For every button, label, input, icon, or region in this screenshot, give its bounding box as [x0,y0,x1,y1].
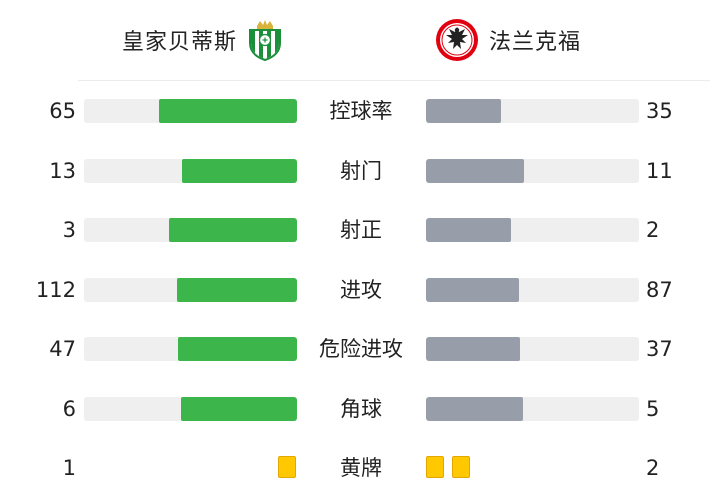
yellow-card-icon [452,456,470,478]
home-yellow-card-count: 1 [62,456,76,480]
home-team[interactable]: 皇家贝蒂斯 [122,18,283,62]
away-yellow-cards [426,456,470,480]
away-stat-bar-track [426,159,639,183]
home-team-name: 皇家贝蒂斯 [122,30,238,55]
home-stat-bar [159,99,297,123]
away-stat-value: 2 [646,218,660,242]
home-stat-bar-track [84,337,297,361]
stat-label: 角球 [340,397,382,421]
real-betis-crest-icon [247,19,283,61]
home-stat-value: 6 [62,397,76,421]
eintracht-frankfurt-crest-icon [435,18,479,62]
home-stat-value: 65 [49,99,76,123]
home-stat-bar [177,278,297,302]
home-stat-bar-track [84,218,297,242]
away-stat-bar-track [426,337,639,361]
stat-label: 射正 [340,218,382,242]
home-stat-bar-track [84,159,297,183]
home-stat-bar [169,218,297,242]
home-stat-bar-track [84,397,297,421]
away-stat-bar-track [426,397,639,421]
yellow-card-icon [278,456,296,478]
home-stat-value: 3 [62,218,76,242]
away-stat-bar [426,278,519,302]
stat-row-dangerous-attacks: 47 危险进攻 37 [0,329,720,369]
away-stat-bar [426,397,523,421]
home-stat-bar [181,397,297,421]
home-stat-value: 47 [49,337,76,361]
header-divider [78,80,710,81]
away-stat-bar [426,159,524,183]
away-team[interactable]: 法兰克福 [435,18,581,62]
away-team-name: 法兰克福 [489,30,582,55]
stat-row-yellow-cards: 1 黄牌 2 [0,448,720,488]
away-stat-bar-track [426,99,639,123]
home-yellow-cards [278,456,296,480]
away-stat-bar-track [426,218,639,242]
away-stat-bar-track [426,278,639,302]
away-stat-bar [426,337,520,361]
stat-row-possession: 65 控球率 35 [0,91,720,131]
home-stat-bar-track [84,99,297,123]
away-stat-value: 35 [646,99,673,123]
stat-label: 危险进攻 [319,337,403,361]
home-stat-value: 112 [35,278,76,302]
away-stat-bar [426,99,501,123]
stat-label: 控球率 [329,99,393,123]
stat-label: 黄牌 [340,456,382,480]
stat-row-shots-on-target: 3 射正 2 [0,210,720,250]
stat-label: 射门 [340,159,382,183]
stat-row-corners: 6 角球 5 [0,389,720,429]
stat-label: 进攻 [340,278,382,302]
yellow-card-icon [426,456,444,478]
home-stat-bar [178,337,297,361]
away-stat-value: 37 [646,337,673,361]
away-stat-value: 11 [646,159,673,183]
away-stat-bar [426,218,511,242]
away-stat-value: 5 [646,397,660,421]
away-stat-value: 87 [646,278,673,302]
home-stat-bar-track [84,278,297,302]
home-stat-bar [182,159,297,183]
stat-row-shots: 13 射门 11 [0,151,720,191]
home-stat-value: 13 [49,159,76,183]
stat-row-attacks: 112 进攻 87 [0,270,720,310]
match-header: 皇家贝蒂斯 [0,0,720,80]
away-yellow-card-count: 2 [646,456,660,480]
